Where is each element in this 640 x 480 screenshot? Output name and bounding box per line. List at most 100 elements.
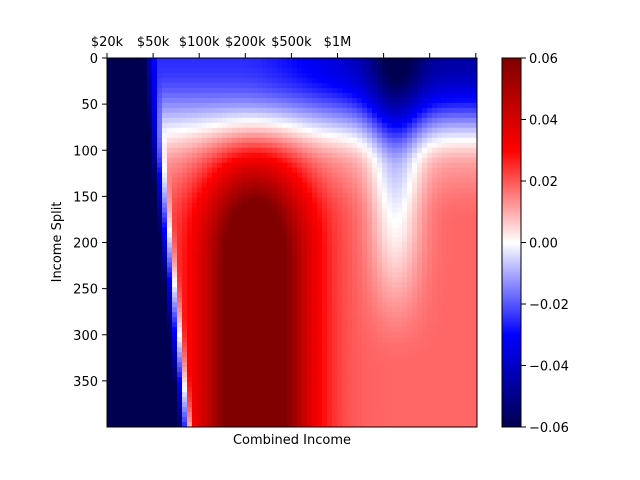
heatmap-cell [147, 332, 153, 338]
heatmap-cell [257, 257, 263, 264]
heatmap-cell [117, 222, 123, 229]
heatmap-cell [392, 97, 398, 104]
heatmap-cell [192, 107, 198, 114]
heatmap-cell [157, 122, 163, 129]
heatmap-cell [327, 342, 333, 348]
heatmap-cell [377, 122, 383, 129]
heatmap-cell [347, 247, 353, 254]
heatmap-cell [232, 137, 238, 144]
heatmap-cell [337, 67, 343, 74]
heatmap-cell [467, 212, 473, 219]
heatmap-cell [427, 337, 433, 343]
heatmap-cell [227, 62, 233, 69]
heatmap-cell [407, 232, 413, 239]
heatmap-cell [322, 92, 328, 99]
heatmap-cell [277, 62, 283, 69]
heatmap-cell [117, 322, 123, 328]
heatmap-cell [372, 58, 378, 64]
heatmap-cell [117, 292, 123, 298]
heatmap-cell [142, 282, 148, 288]
heatmap-cell [417, 187, 423, 194]
heatmap-cell [117, 267, 123, 274]
heatmap-cell [437, 87, 443, 94]
heatmap-cell [142, 287, 148, 293]
heatmap-cell [132, 332, 138, 338]
heatmap-cell [262, 252, 268, 259]
heatmap-cell [162, 337, 168, 343]
heatmap-cell [167, 152, 173, 159]
heatmap-cell [157, 267, 163, 274]
heatmap-cell [372, 277, 378, 283]
heatmap-cell [357, 252, 363, 259]
heatmap-cell [112, 117, 118, 124]
heatmap-cell [272, 222, 278, 229]
heatmap-cell [402, 287, 408, 293]
heatmap-cell [237, 272, 243, 279]
heatmap-cell [237, 262, 243, 269]
heatmap-cell [167, 197, 173, 204]
heatmap-cell [242, 352, 248, 358]
heatmap-cell [132, 262, 138, 269]
heatmap-cell [437, 307, 443, 313]
heatmap-cell [287, 107, 293, 114]
heatmap-cell [187, 212, 193, 219]
heatmap-cell [107, 327, 113, 333]
heatmap-cell [197, 252, 203, 259]
heatmap-cell [212, 82, 218, 89]
heatmap-cell [287, 77, 293, 84]
heatmap-cell [107, 272, 113, 279]
heatmap-cell [432, 197, 438, 204]
heatmap-cell [187, 107, 193, 114]
heatmap-cell [227, 367, 233, 373]
heatmap-cell [312, 287, 318, 293]
heatmap-cell [192, 237, 198, 244]
heatmap-cell [457, 312, 463, 318]
heatmap-cell [402, 232, 408, 239]
heatmap-cell [142, 372, 148, 378]
heatmap-cell [197, 172, 203, 179]
heatmap-cell [402, 58, 408, 64]
heatmap-cell [462, 247, 468, 254]
heatmap-cell [362, 357, 368, 363]
heatmap-cell [252, 352, 258, 358]
heatmap-cell [452, 272, 458, 279]
heatmap-cell [127, 272, 133, 279]
heatmap-cell [112, 217, 118, 224]
heatmap-cell [137, 172, 143, 179]
heatmap-cell [402, 92, 408, 99]
heatmap-cell [392, 67, 398, 74]
heatmap-cell [217, 337, 223, 343]
heatmap-cell [442, 357, 448, 363]
heatmap-cell [252, 232, 258, 239]
heatmap-cell [167, 337, 173, 343]
heatmap-cell [332, 58, 338, 64]
heatmap-cell [407, 147, 413, 154]
heatmap-cell [352, 382, 358, 388]
heatmap-cell [322, 58, 328, 64]
heatmap-cell [457, 58, 463, 64]
heatmap-cell [442, 97, 448, 104]
heatmap-cell [152, 312, 158, 318]
heatmap-cell [247, 377, 253, 383]
heatmap-cell [362, 72, 368, 79]
heatmap-cell [467, 312, 473, 318]
heatmap-cell [302, 62, 308, 69]
heatmap-cell [332, 62, 338, 69]
heatmap-cell [427, 257, 433, 264]
heatmap-cell [242, 392, 248, 398]
heatmap-cell [277, 302, 283, 308]
heatmap-cell [397, 387, 403, 393]
heatmap-cell [322, 132, 328, 139]
heatmap-cell [152, 282, 158, 288]
heatmap-cell [332, 292, 338, 298]
heatmap-cell [162, 332, 168, 338]
heatmap-cell [382, 352, 388, 358]
heatmap-cell [152, 382, 158, 388]
heatmap-cell [367, 182, 373, 189]
heatmap-cell [227, 357, 233, 363]
heatmap-cell [197, 212, 203, 219]
heatmap-cell [177, 317, 183, 323]
heatmap-cell [107, 257, 113, 264]
heatmap-cell [472, 122, 477, 129]
heatmap-cell [312, 247, 318, 254]
